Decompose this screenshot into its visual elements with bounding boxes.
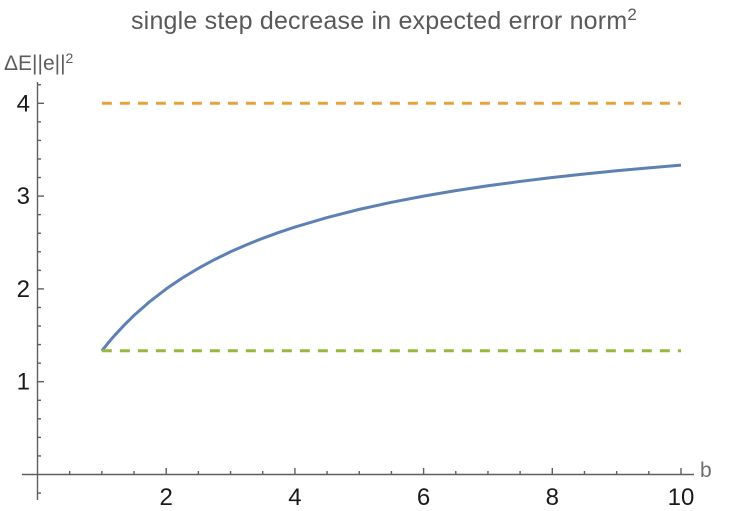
plot-title-exponent: 2 [627, 5, 637, 24]
x-tick-label: 2 [160, 484, 173, 511]
plot-title-text: single step decrease in expected error n… [130, 7, 628, 35]
y-axis-label-exponent: 2 [65, 50, 74, 66]
x-axis-label: b [700, 459, 712, 482]
y-tick-label: 2 [17, 276, 30, 303]
y-tick-label: 4 [17, 90, 30, 117]
expected-decrease-curve [100, 163, 682, 352]
x-tick-label: 4 [288, 484, 301, 511]
y-tick-label: 3 [17, 183, 30, 210]
x-tick-label: 8 [546, 484, 559, 511]
y-axis-label-text: ΔE||e|| [4, 52, 66, 75]
x-tick-label: 6 [417, 484, 430, 511]
x-tick-label: 10 [668, 484, 695, 511]
y-axis-label: ΔE||e||2 [4, 50, 73, 76]
plot-title: single step decrease in expected error n… [0, 5, 746, 36]
y-tick-label: 1 [17, 369, 30, 396]
